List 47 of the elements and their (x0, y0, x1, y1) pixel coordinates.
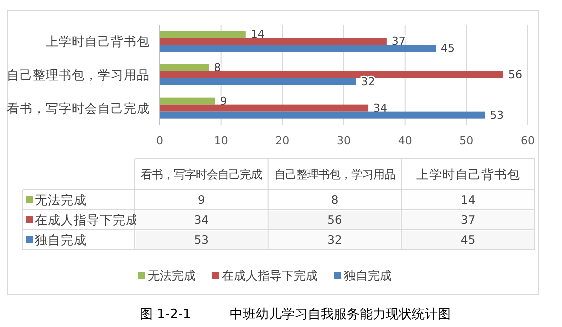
data-label: 34 (374, 102, 388, 115)
data-label: 32 (328, 233, 342, 247)
y-tick-label: 上学时自己背书包 (46, 34, 150, 50)
y-tick-label: 看书，写字时会自己完成 (7, 100, 150, 116)
data-label: 37 (392, 35, 406, 48)
y-tick-label: 无法完成 (35, 192, 87, 208)
x-tick-label: 看书，写字时会自己完成 (141, 168, 262, 182)
y-tick-label: 独自完成 (35, 232, 87, 248)
data-label: 56 (328, 213, 342, 227)
bar (160, 104, 369, 112)
bar (160, 31, 246, 38)
data-label: 45 (461, 233, 476, 247)
x-tick-label: 上学时自己背书包 (416, 167, 520, 182)
data-label: 37 (461, 213, 476, 227)
data-label: 45 (441, 42, 455, 56)
data-label: 8 (331, 193, 339, 207)
bar (160, 112, 486, 119)
bar (160, 64, 210, 72)
x-tick-label: 20 (276, 134, 290, 148)
data-label: 53 (194, 233, 209, 247)
caption: 图 1-2-1 (140, 308, 192, 322)
x-tick-label: 0 (156, 134, 164, 148)
bar (160, 38, 387, 46)
data-label: 14 (461, 193, 476, 207)
legend-label: 独自完成 (344, 269, 392, 283)
x-tick-label: 60 (521, 134, 535, 148)
data-label: 9 (220, 94, 228, 108)
data-label: 9 (198, 193, 206, 207)
bar (160, 72, 504, 78)
bar (160, 98, 216, 105)
x-tick-label: 30 (337, 134, 351, 148)
y-tick-label: 自己整理书包，学习用品 (7, 68, 150, 82)
bar (160, 78, 356, 86)
data-label: 56 (508, 68, 522, 82)
x-tick-label: 50 (460, 134, 474, 148)
data-label: 34 (194, 213, 209, 227)
legend-label: 无法完成 (148, 269, 196, 283)
legend-label: 在成人指导下完成 (222, 269, 318, 283)
data-label: 32 (361, 76, 376, 88)
x-tick-label: 10 (214, 134, 228, 148)
x-tick-label: 40 (398, 134, 412, 148)
data-label: 8 (214, 62, 222, 74)
data-label: 14 (250, 28, 265, 42)
data-label: 53 (490, 108, 504, 122)
text: 中班幼儿学习自我服务能力现状统计图 (230, 308, 451, 322)
x-tick-label: 自己整理书包，学习用品 (274, 168, 396, 182)
bar (160, 45, 436, 52)
